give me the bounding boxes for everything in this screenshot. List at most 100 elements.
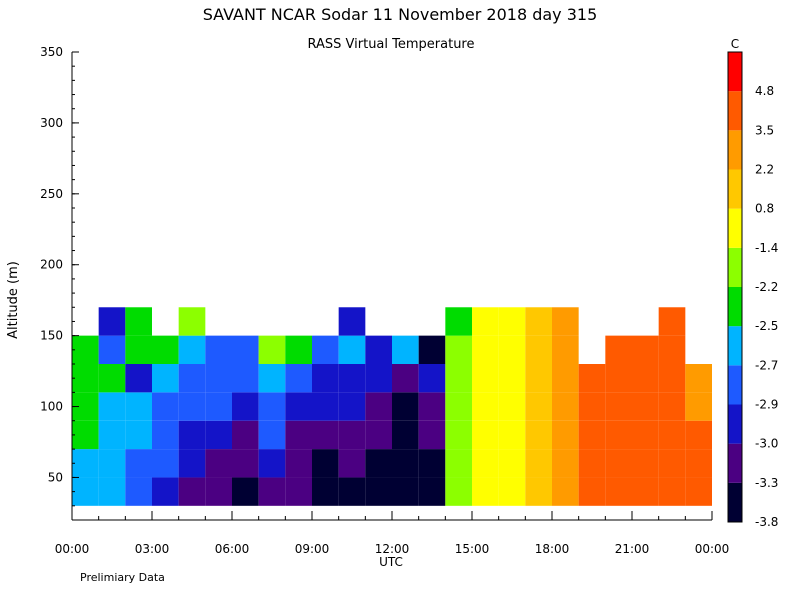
- heatmap-cell: [178, 420, 206, 450]
- heatmap-cell: [178, 307, 206, 336]
- heatmap-cell: [365, 477, 392, 506]
- heatmap-cell: [258, 420, 286, 450]
- heatmap-cell: [445, 392, 472, 421]
- heatmap-cell: [445, 449, 472, 478]
- heatmap-cell: [152, 364, 179, 393]
- heatmap-cell: [498, 392, 526, 421]
- x-tick-label: 21:00: [615, 542, 650, 556]
- heatmap-cell: [418, 477, 446, 506]
- colorbar-tick-label: -2.5: [755, 319, 778, 333]
- heatmap-cell: [338, 307, 366, 336]
- heatmap-cell: [472, 449, 499, 478]
- colorbar-tick-label: 2.2: [755, 163, 774, 177]
- heatmap-cell: [125, 420, 152, 450]
- heatmap-cell: [178, 364, 206, 393]
- x-tick-label: 00:00: [55, 542, 90, 556]
- heatmap-cell: [72, 335, 99, 364]
- heatmap-cell: [525, 364, 552, 393]
- heatmap-cell: [98, 477, 126, 506]
- heatmap-cell: [72, 449, 99, 478]
- heatmap-cell: [392, 364, 419, 393]
- heatmap-cell: [578, 364, 606, 393]
- heatmap-cell: [552, 392, 579, 421]
- heatmap-cell: [445, 307, 472, 336]
- heatmap-cell: [605, 420, 632, 450]
- heatmap-cell: [178, 449, 206, 478]
- heatmap-cell: [472, 392, 499, 421]
- heatmap-cell: [685, 449, 712, 478]
- heatmap-cell: [312, 335, 339, 364]
- heatmap-cell: [632, 449, 659, 478]
- x-tick-label: 18:00: [535, 542, 570, 556]
- heatmap-cell: [632, 477, 659, 506]
- heatmap-cell: [525, 335, 552, 364]
- chart-subtitle: RASS Virtual Temperature: [308, 37, 475, 52]
- heatmap-cell: [285, 392, 312, 421]
- colorbar-tick-label: -3.8: [755, 515, 778, 529]
- heatmap-cell: [552, 477, 579, 506]
- heatmap-cell: [472, 335, 499, 364]
- heatmap-cell: [178, 392, 206, 421]
- heatmap-cell: [365, 335, 392, 364]
- colorbar-tick-label: -3.0: [755, 437, 778, 451]
- heatmap-cell: [125, 449, 152, 478]
- heatmap-cell: [152, 420, 179, 450]
- heatmap-cell: [445, 420, 472, 450]
- heatmap-cell: [658, 392, 686, 421]
- colorbar-swatch: [728, 130, 742, 170]
- heatmap-cell: [605, 335, 632, 364]
- heatmap-cell: [72, 477, 99, 506]
- heatmap-cell: [632, 420, 659, 450]
- heatmap-cell: [552, 449, 579, 478]
- heatmap-cell: [232, 392, 259, 421]
- heatmap-cell: [552, 307, 579, 336]
- colorbar-tick-label: -2.2: [755, 280, 778, 294]
- y-tick-label: 350: [40, 45, 63, 59]
- colorbar-tick-label: 3.5: [755, 123, 774, 137]
- heatmap-cell: [258, 364, 286, 393]
- colorbar-tick-label: 0.8: [755, 202, 774, 216]
- heatmap-cell: [525, 392, 552, 421]
- x-axis-label: UTC: [379, 555, 403, 569]
- y-axis-label: Altitude (m): [6, 261, 21, 339]
- colorbar-tick-label: -2.7: [755, 358, 778, 372]
- heatmap-cell: [232, 477, 259, 506]
- y-tick-label: 250: [40, 187, 63, 201]
- heatmap-cell: [472, 307, 499, 336]
- x-tick-label: 12:00: [375, 542, 410, 556]
- heatmap-cell: [125, 392, 152, 421]
- heatmap-cell: [685, 364, 712, 393]
- heatmap-cell: [658, 420, 686, 450]
- heatmap-cell: [232, 335, 259, 364]
- heatmap-cell: [258, 392, 286, 421]
- heatmap-cell: [658, 364, 686, 393]
- heatmap-cell: [445, 364, 472, 393]
- heatmap-cell: [445, 477, 472, 506]
- heatmap-cell: [498, 420, 526, 450]
- y-tick-label: 50: [48, 470, 63, 484]
- x-tick-label: 15:00: [455, 542, 490, 556]
- colorbar-swatch: [728, 482, 742, 522]
- x-tick-label: 00:00: [695, 542, 730, 556]
- heatmap-cell: [525, 477, 552, 506]
- heatmap-cell: [658, 307, 686, 336]
- heatmap-cell: [258, 449, 286, 478]
- chart-title: SAVANT NCAR Sodar 11 November 2018 day 3…: [203, 5, 598, 24]
- heatmap-cell: [392, 477, 419, 506]
- heatmap-cell: [578, 392, 606, 421]
- heatmap-cell: [552, 420, 579, 450]
- heatmap-cell: [498, 364, 526, 393]
- footer-note: Prelimiary Data: [80, 571, 165, 584]
- heatmap-cell: [152, 392, 179, 421]
- heatmap-cell: [312, 449, 339, 478]
- heatmap-cell: [205, 364, 232, 393]
- heatmap-cell: [205, 392, 232, 421]
- heatmap-cell: [525, 449, 552, 478]
- axes: 50 100 150 200 250 300 350 00:00 03:00 06:00 09:00…: [40, 45, 729, 556]
- heatmap-cell: [72, 420, 99, 450]
- heatmap-cell: [418, 420, 446, 450]
- colorbar-swatch: [728, 247, 742, 287]
- colorbar-swatch: [728, 365, 742, 405]
- colorbar-swatch: [728, 52, 742, 92]
- heatmap-cell: [685, 392, 712, 421]
